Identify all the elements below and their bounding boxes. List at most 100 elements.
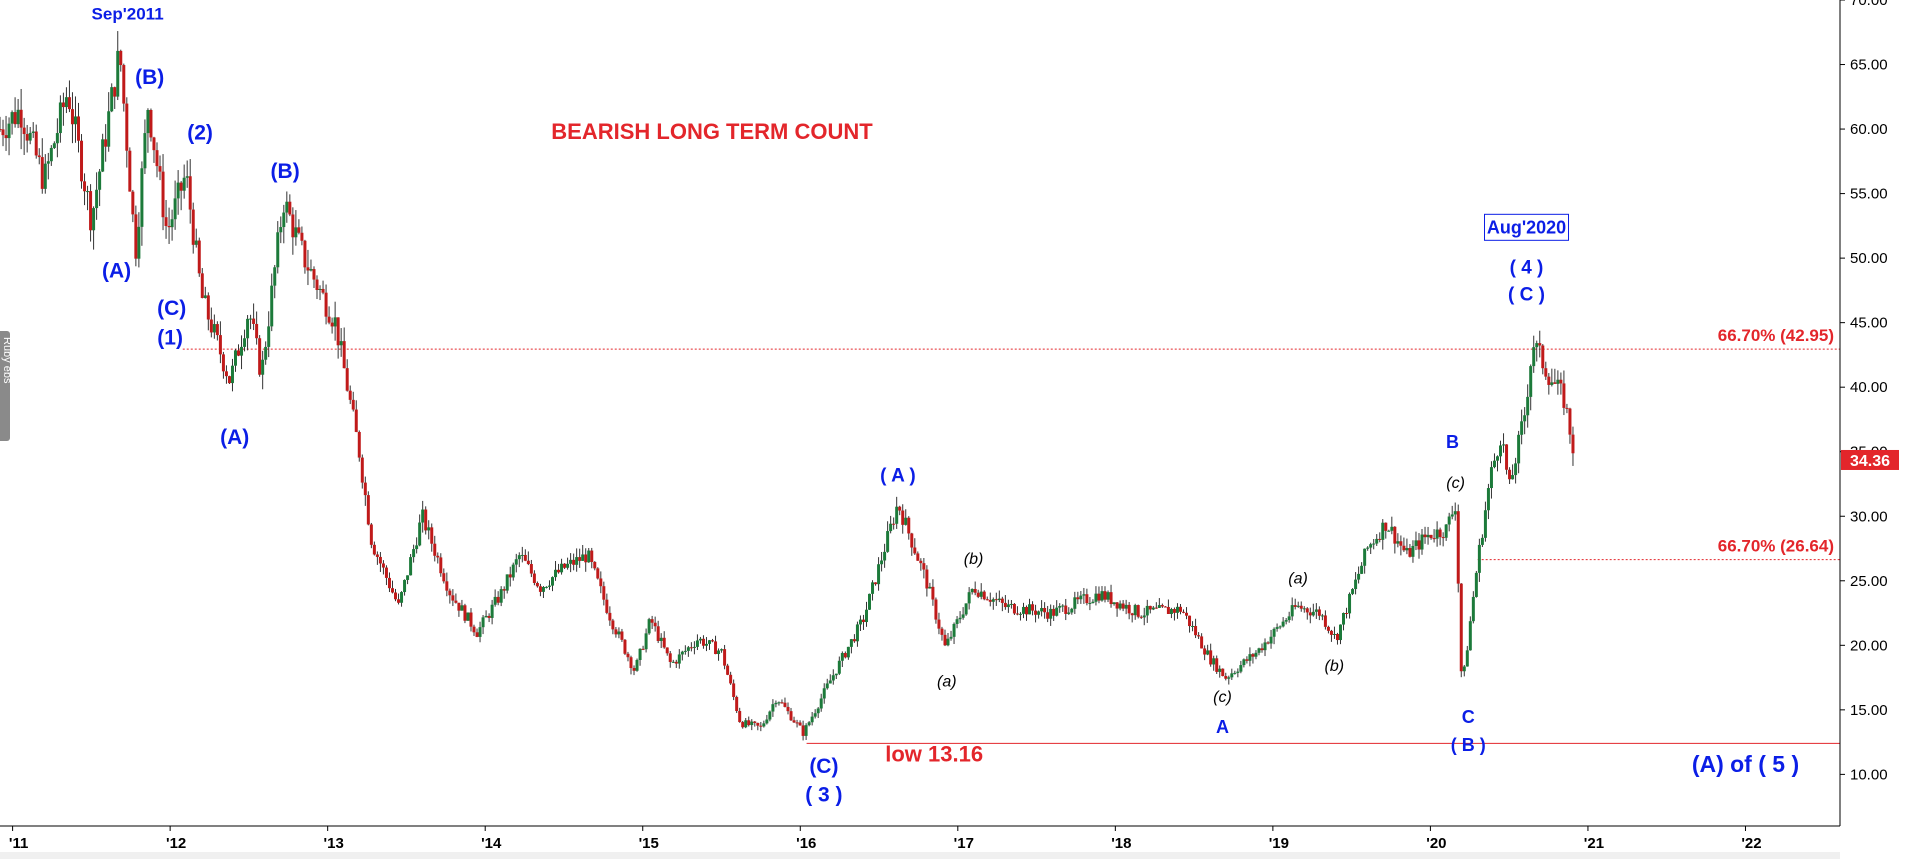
candle-body <box>403 579 407 593</box>
candle-body <box>529 564 533 574</box>
candle-body <box>864 609 868 623</box>
wave-label: (C) <box>809 755 838 778</box>
candle-body <box>1462 666 1466 672</box>
candle-body <box>22 127 26 135</box>
candle-body <box>913 547 917 554</box>
candle-body <box>95 189 99 209</box>
candle-body <box>49 147 53 162</box>
candle-body <box>599 578 603 587</box>
candle-body <box>1088 602 1092 604</box>
wave-label: (C) <box>157 297 186 320</box>
candle-body <box>1139 616 1143 618</box>
candle-body <box>1429 534 1433 539</box>
candle-body <box>726 665 730 675</box>
candle-body <box>1399 541 1403 546</box>
candle-body <box>212 324 216 333</box>
candle-body <box>707 640 711 644</box>
candle-body <box>1025 606 1029 615</box>
candle-body <box>1508 469 1512 480</box>
last-price-label: 34.36 <box>1850 453 1890 470</box>
candle-body <box>107 111 111 147</box>
candle-body <box>1366 547 1370 549</box>
candle-body <box>1163 606 1167 608</box>
candle-body <box>1426 534 1430 538</box>
candle-body <box>994 599 998 601</box>
date-callout-label: Aug'2020 <box>1487 217 1566 237</box>
candle-body <box>224 371 228 377</box>
candle-body <box>490 604 494 618</box>
candle-body <box>1079 595 1083 600</box>
candle-body <box>704 643 708 646</box>
wave-label: ( A ) <box>880 465 916 486</box>
y-tick-label: 25.00 <box>1850 573 1888 590</box>
date-callout-box <box>1484 213 1570 241</box>
candle-body <box>1568 408 1572 435</box>
candle-body <box>1526 396 1530 416</box>
candle-body <box>1148 605 1152 610</box>
candle-body <box>194 240 198 245</box>
candle-body <box>638 648 642 660</box>
candle-body <box>1332 633 1336 635</box>
candle-body <box>1212 658 1216 665</box>
candle-body <box>665 647 669 654</box>
candle-body <box>258 338 262 375</box>
candle-body <box>644 633 648 650</box>
candle-body <box>641 648 645 650</box>
candle-body <box>1100 591 1104 601</box>
candle-body <box>551 577 555 586</box>
y-tick-label: 15.00 <box>1850 702 1888 719</box>
candle-body <box>1432 538 1436 540</box>
candle-body <box>1145 605 1149 616</box>
candle-body <box>309 269 313 271</box>
candle-body <box>1378 538 1382 540</box>
candle-body <box>1329 630 1333 635</box>
candle-body <box>1296 605 1300 607</box>
candle-body <box>886 531 890 552</box>
candle-body <box>1040 607 1044 612</box>
candle-body <box>1094 593 1098 602</box>
candle-body <box>173 198 177 220</box>
candle-body <box>1342 612 1346 625</box>
wave-label: (a) <box>1288 570 1308 587</box>
x-tick-label: '20 <box>1426 835 1446 852</box>
candle-body <box>846 646 850 658</box>
candle-body <box>16 109 20 125</box>
candle-body <box>430 527 434 544</box>
candle-body <box>92 208 96 231</box>
candle-body <box>819 698 823 709</box>
candle-body <box>206 295 210 320</box>
wave-label: (c) <box>1213 689 1232 706</box>
candle-body <box>982 591 986 600</box>
candle-body <box>1275 627 1279 629</box>
candle-body <box>828 680 832 684</box>
candle-body <box>1414 540 1418 546</box>
candle-body <box>617 631 621 635</box>
candle-body <box>1018 613 1022 615</box>
candle-body <box>243 338 247 347</box>
wave-label: ( 3 ) <box>805 783 842 806</box>
candle-body <box>961 614 965 618</box>
candle-body <box>252 318 256 324</box>
x-tick-label: '14 <box>481 835 502 852</box>
y-tick-label: 60.00 <box>1850 121 1888 138</box>
wave-label: (2) <box>187 121 213 144</box>
candle-body <box>1106 592 1110 600</box>
candle-body <box>596 568 600 579</box>
candle-body <box>409 557 413 576</box>
candle-body <box>1230 673 1234 678</box>
candle-body <box>973 588 977 593</box>
candle-body <box>439 557 443 574</box>
candle-body <box>406 575 410 580</box>
candle-body <box>1242 659 1246 666</box>
candle-body <box>412 549 416 558</box>
horizontal-scrollbar[interactable] <box>0 852 1840 859</box>
candle-body <box>200 273 204 298</box>
candle-body <box>1417 540 1421 550</box>
candle-body <box>1067 612 1071 614</box>
candle-body <box>433 543 437 556</box>
candlestick-series <box>0 31 1575 741</box>
candle-body <box>868 593 872 610</box>
side-panel-tab[interactable]: Ruby ebs <box>0 331 13 441</box>
candle-body <box>336 317 340 346</box>
candle-body <box>861 619 865 623</box>
